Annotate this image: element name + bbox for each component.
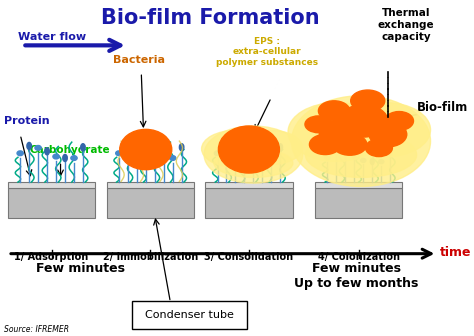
Ellipse shape — [340, 102, 430, 157]
Ellipse shape — [268, 156, 274, 160]
Ellipse shape — [81, 144, 85, 151]
Ellipse shape — [338, 105, 388, 137]
FancyBboxPatch shape — [315, 182, 402, 188]
Ellipse shape — [250, 154, 256, 159]
Ellipse shape — [232, 145, 238, 150]
Ellipse shape — [144, 148, 148, 155]
Ellipse shape — [27, 142, 31, 150]
Ellipse shape — [379, 160, 384, 164]
Ellipse shape — [53, 154, 59, 159]
Ellipse shape — [365, 139, 392, 157]
Ellipse shape — [134, 145, 140, 150]
Ellipse shape — [319, 120, 362, 149]
Ellipse shape — [388, 150, 392, 156]
FancyBboxPatch shape — [107, 188, 194, 218]
FancyBboxPatch shape — [132, 301, 246, 329]
Ellipse shape — [214, 149, 293, 177]
Text: Water flow: Water flow — [18, 32, 86, 42]
Ellipse shape — [369, 122, 407, 147]
Ellipse shape — [162, 155, 166, 162]
Text: Protein: Protein — [4, 116, 50, 126]
Ellipse shape — [325, 156, 330, 160]
Ellipse shape — [335, 149, 338, 154]
Ellipse shape — [214, 151, 220, 156]
Ellipse shape — [179, 144, 184, 151]
Ellipse shape — [204, 126, 303, 183]
Ellipse shape — [319, 101, 350, 121]
Ellipse shape — [126, 142, 130, 150]
Ellipse shape — [361, 158, 366, 162]
Ellipse shape — [310, 134, 341, 155]
FancyBboxPatch shape — [205, 182, 292, 188]
Ellipse shape — [152, 154, 158, 159]
Text: Thermal
exchange
capacity: Thermal exchange capacity — [378, 8, 434, 42]
FancyBboxPatch shape — [107, 182, 194, 188]
Ellipse shape — [351, 90, 385, 112]
FancyBboxPatch shape — [8, 182, 95, 188]
Ellipse shape — [370, 159, 374, 165]
Ellipse shape — [224, 142, 229, 150]
Ellipse shape — [333, 134, 367, 155]
Ellipse shape — [278, 144, 283, 151]
Ellipse shape — [17, 151, 23, 156]
FancyBboxPatch shape — [8, 188, 95, 218]
Ellipse shape — [219, 126, 279, 173]
Ellipse shape — [63, 155, 67, 162]
Ellipse shape — [35, 145, 41, 150]
Text: Few minutes: Few minutes — [36, 262, 125, 275]
FancyBboxPatch shape — [205, 188, 292, 218]
Text: Source: IFREMER: Source: IFREMER — [4, 325, 70, 334]
Ellipse shape — [116, 151, 122, 156]
Ellipse shape — [71, 156, 77, 160]
FancyBboxPatch shape — [315, 188, 402, 218]
Text: Bio-film: Bio-film — [417, 101, 468, 114]
Ellipse shape — [45, 148, 49, 155]
Ellipse shape — [260, 155, 264, 162]
Ellipse shape — [385, 112, 413, 130]
Text: Bacteria: Bacteria — [113, 55, 165, 66]
Ellipse shape — [343, 151, 348, 155]
Text: 4/ Colonization: 4/ Colonization — [318, 252, 400, 262]
Text: Few minutes
Up to few months: Few minutes Up to few months — [294, 262, 419, 290]
Ellipse shape — [305, 132, 417, 177]
Text: EPS :
extra-cellular
polymer substances: EPS : extra-cellular polymer substances — [216, 37, 318, 67]
Ellipse shape — [238, 130, 303, 165]
Ellipse shape — [242, 148, 246, 155]
Ellipse shape — [201, 130, 271, 167]
Text: time: time — [439, 246, 471, 258]
Text: 2/ Immobilization: 2/ Immobilization — [102, 252, 198, 262]
Text: Carbohydrate: Carbohydrate — [29, 144, 110, 155]
Ellipse shape — [305, 116, 332, 133]
Text: 3/ Consolidation: 3/ Consolidation — [204, 252, 293, 262]
Ellipse shape — [292, 96, 430, 186]
Ellipse shape — [120, 129, 172, 170]
Text: 1/ Adsorption: 1/ Adsorption — [14, 252, 89, 262]
Ellipse shape — [170, 156, 176, 160]
Ellipse shape — [352, 153, 356, 159]
Text: Condenser tube: Condenser tube — [145, 310, 234, 320]
Ellipse shape — [288, 102, 385, 162]
Text: Bio-film Formation: Bio-film Formation — [101, 8, 320, 29]
